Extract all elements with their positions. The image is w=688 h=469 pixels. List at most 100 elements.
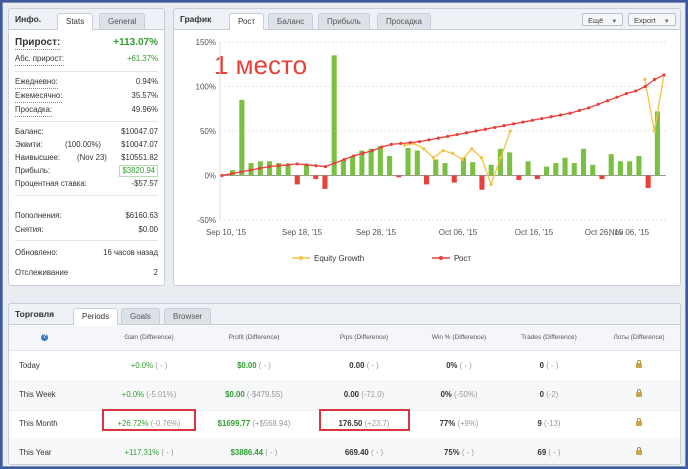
- cell-win-value: 0%: [440, 390, 452, 399]
- x-tick-label: Oct 16, '15: [515, 228, 554, 237]
- growth-point: [361, 151, 365, 155]
- col-trades[interactable]: Trades (Difference): [521, 334, 577, 341]
- growth-point: [502, 124, 506, 128]
- x-tick-label: Nov 06, '15: [609, 228, 650, 237]
- col-pips[interactable]: Pips (Difference): [339, 334, 389, 341]
- trading-panel: Торговля Periods Goals Browser ? Gain (D…: [8, 303, 681, 465]
- export-label: Export: [634, 16, 656, 25]
- cell-win: 77% (+9%): [419, 419, 499, 428]
- bar: [608, 154, 614, 176]
- cell-win-value: 0%: [446, 361, 458, 370]
- divider: [15, 195, 158, 196]
- bar: [654, 111, 660, 176]
- table-row: Today +0.0% ( - ) $0.00 ( - ) 0.00 ( - ) 0% …: [9, 351, 680, 382]
- interest-row: Процентная ставка: -$57.57: [15, 178, 158, 190]
- cell-gain-diff: ( - ): [155, 361, 168, 370]
- tab-goals[interactable]: Goals: [121, 308, 160, 324]
- cell-pips-value: 669.40: [344, 448, 369, 457]
- equity-growth-point: [460, 157, 464, 162]
- growth-point: [455, 132, 459, 137]
- growth-point: [408, 140, 412, 145]
- highest-label: Наивысшее:: [15, 153, 61, 162]
- cell-gain: +0.0% ( - ): [109, 361, 189, 370]
- withdrawals-label: Снятия:: [15, 225, 44, 234]
- tab-profit[interactable]: Прибыль: [318, 13, 370, 29]
- bar: [460, 157, 467, 176]
- divider: [15, 240, 158, 241]
- cell-profit-value: $0.00: [237, 361, 257, 370]
- tab-browser[interactable]: Browser: [164, 308, 212, 324]
- bar: [516, 175, 522, 180]
- deposits-label: Пополнения:: [15, 211, 62, 220]
- y-tick-label: 150%: [196, 38, 216, 47]
- tab-growth[interactable]: Рост: [229, 13, 265, 30]
- tab-balance[interactable]: Баланс: [268, 13, 314, 29]
- cell-profit-diff: ( - ): [265, 448, 278, 457]
- growth-point: [511, 122, 516, 126]
- cell-profit: $0.00 ( - ): [214, 361, 294, 370]
- period-label: This Week: [19, 390, 56, 399]
- table-header: ? Gain (Difference) Profit (Difference) …: [9, 326, 680, 351]
- growth-point: [399, 141, 403, 146]
- growth-point: [652, 77, 657, 81]
- col-profit[interactable]: Profit (Difference): [228, 334, 280, 341]
- growth-point: [436, 136, 440, 140]
- growth-point: [587, 106, 591, 110]
- bar: [636, 155, 642, 176]
- cell-pips-value: 0.00: [343, 390, 360, 399]
- deposits-value: $6160.63: [125, 211, 158, 220]
- col-gain[interactable]: Gain (Difference): [124, 334, 174, 341]
- cell-pips: 0.00 ( - ): [324, 361, 404, 370]
- y-tick-label: 50%: [200, 127, 216, 136]
- cell-pips-value: 176.50: [338, 419, 363, 428]
- bar: [387, 155, 393, 176]
- growth-point: [229, 172, 234, 176]
- cell-pips-diff: ( - ): [370, 448, 384, 457]
- x-tick-label: Sep 28, '15: [356, 228, 397, 237]
- cell-trades: 0 (-2): [509, 390, 589, 399]
- graph-title: График: [180, 14, 212, 24]
- cell-trades-diff: ( - ): [546, 361, 559, 370]
- chart-annotation: 1 место: [214, 50, 307, 80]
- bar: [442, 163, 448, 176]
- tab-drawdown[interactable]: Просадка: [377, 13, 431, 29]
- tab-stats[interactable]: Stats: [57, 13, 94, 30]
- cell-profit-diff: ( - ): [258, 361, 271, 370]
- help-icon[interactable]: ?: [41, 334, 48, 341]
- equity-pct: (100.00%): [65, 140, 101, 149]
- bar: [340, 159, 346, 176]
- cell-win-diff: ( - ): [461, 448, 474, 457]
- profit-row: Прибыль: $3820.94: [15, 165, 158, 177]
- withdrawals-value: $0.00: [138, 225, 158, 234]
- growth-point: [596, 102, 600, 106]
- more-dropdown[interactable]: Ещё ▼: [582, 13, 624, 26]
- col-lots[interactable]: Лоты (Difference): [613, 334, 665, 341]
- bar: [497, 148, 503, 176]
- info-title: Инфо.: [15, 14, 42, 24]
- growth-value: +113.07%: [113, 37, 158, 48]
- divider: [15, 71, 158, 72]
- equity-growth-point: [422, 147, 426, 151]
- interest-label: Процентная ставка:: [15, 179, 87, 188]
- abs-growth-row: Абс. прирост: +61.37%: [15, 53, 158, 66]
- info-panel: Инфо. Stats General Прирост: +113.07% Аб…: [8, 8, 165, 286]
- cell-gain: +26.72% (-0.76%): [109, 419, 189, 428]
- equity-value: $10047.07: [121, 140, 158, 149]
- bar: [423, 175, 430, 185]
- export-dropdown[interactable]: Export ▼: [628, 13, 676, 26]
- tab-general[interactable]: General: [99, 13, 146, 29]
- tab-periods[interactable]: Periods: [73, 308, 119, 325]
- bar: [368, 148, 374, 176]
- highest-row: Наивысшее: (Nov 23) $10551.82: [15, 152, 158, 164]
- bar: [396, 175, 402, 178]
- interest-value: -$57.57: [131, 179, 158, 188]
- bar: [544, 166, 550, 176]
- balance-value: $10047.07: [121, 127, 158, 136]
- growth-point: [483, 127, 487, 131]
- bar: [294, 175, 300, 185]
- bar: [285, 164, 291, 176]
- cell-pips-value: 0.00: [349, 361, 365, 370]
- cell-trades-diff: (-2): [546, 390, 559, 399]
- trading-title: Торговля: [15, 309, 55, 319]
- col-win[interactable]: Win % (Difference): [431, 334, 487, 341]
